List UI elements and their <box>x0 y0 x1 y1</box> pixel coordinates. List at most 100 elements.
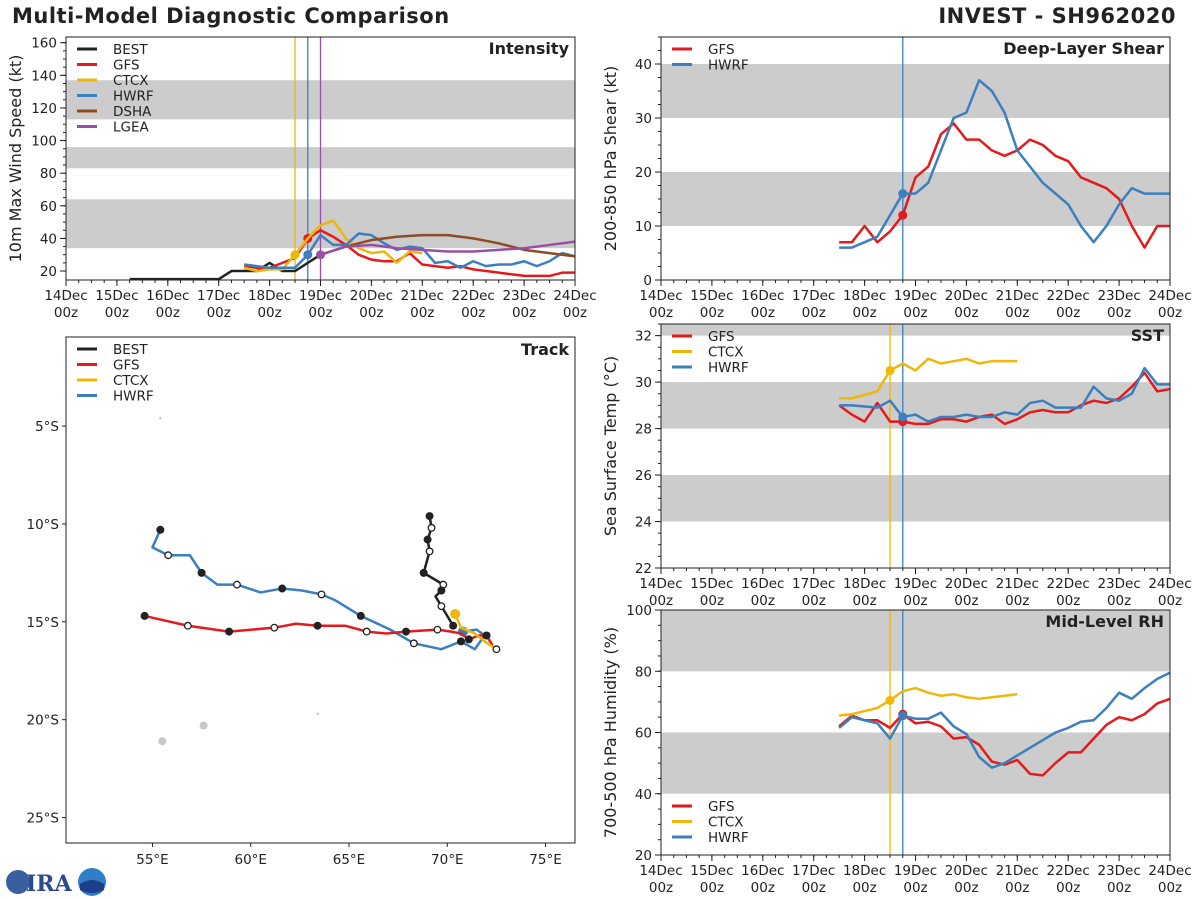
x-tick-label: 00z <box>1107 880 1131 896</box>
track-marker-open <box>317 590 326 599</box>
y-tick-label: 100 <box>626 603 652 619</box>
x-tick-label: 20Dec <box>945 863 988 879</box>
shaded-band <box>661 732 1170 794</box>
x-tick-label: 00z <box>954 880 978 896</box>
lon-tick-label: 75°E <box>529 852 561 868</box>
x-tick-label: 00z <box>1158 880 1182 896</box>
shaded-band <box>661 610 1170 672</box>
x-tick-label: 23Dec <box>1097 863 1140 879</box>
shaded-band <box>661 64 1170 118</box>
track-marker-open <box>233 580 241 589</box>
plot-frame <box>660 609 1171 856</box>
island <box>158 737 167 746</box>
y-tick-label: 120 <box>31 101 57 117</box>
x-tick-label: 22Dec <box>1047 288 1090 304</box>
x-tick-label: 00z <box>954 305 978 321</box>
lon-tick-label: 60°E <box>234 852 266 868</box>
lon-tick-label: 65°E <box>333 852 365 868</box>
track-marker-open <box>183 621 192 630</box>
x-tick-label: 00z <box>1158 593 1182 609</box>
x-tick-label: 24Dec <box>1148 576 1191 592</box>
init-marker-ctcx <box>885 695 895 705</box>
chart-intensity: 2040608010012014016014Dec00z15Dec00z16De… <box>6 36 597 321</box>
track-marker-filled <box>156 525 165 534</box>
track-marker-filled <box>356 611 365 620</box>
x-tick-label: 00z <box>649 593 673 609</box>
x-tick-label: 16Dec <box>146 288 189 304</box>
track-marker-filled <box>423 535 432 544</box>
x-tick-label: 20Dec <box>945 288 988 304</box>
x-tick-label: 00z <box>1056 880 1080 896</box>
legend-label-lgea: LGEA <box>113 120 150 136</box>
y-tick-label: 100 <box>31 134 57 150</box>
track-marker-filled <box>197 568 206 577</box>
legend-label-ctcx: CTCX <box>708 345 744 361</box>
x-tick-label: 24Dec <box>1148 863 1191 879</box>
init-marker-hwrf <box>898 711 908 721</box>
x-tick-label: 00z <box>1005 880 1029 896</box>
track-marker-filled <box>140 611 149 620</box>
x-tick-label: 17Dec <box>792 863 835 879</box>
track-marker-open <box>433 625 442 634</box>
x-tick-label: 00z <box>1056 305 1080 321</box>
shaded-band <box>661 324 1170 336</box>
chart-sst: 22242628303214Dec00z15Dec00z16Dec00z17De… <box>601 323 1192 609</box>
x-tick-label: 24Dec <box>1148 288 1191 304</box>
x-tick-label: 15Dec <box>690 863 733 879</box>
x-tick-label: 00z <box>1107 305 1131 321</box>
track-marker-open <box>427 523 436 532</box>
island <box>159 416 162 420</box>
y-tick-label: 40 <box>40 231 57 247</box>
x-tick-label: 20Dec <box>350 288 393 304</box>
legend-label-gfs: GFS <box>708 799 735 815</box>
x-tick-label: 21Dec <box>996 863 1039 879</box>
x-tick-label: 16Dec <box>741 576 784 592</box>
x-tick-label: 00z <box>156 305 180 321</box>
y-tick-label: 60 <box>635 726 652 742</box>
y-tick-label: 32 <box>635 329 652 345</box>
panel-title: Intensity <box>489 39 570 58</box>
x-tick-label: 00z <box>802 305 826 321</box>
track-marker-open <box>409 639 418 648</box>
x-tick-label: 00z <box>54 305 78 321</box>
x-tick-label: 00z <box>207 305 231 321</box>
x-tick-label: 14Dec <box>44 288 87 304</box>
legend-label-gfs: GFS <box>708 329 735 345</box>
x-tick-label: 00z <box>1158 305 1182 321</box>
init-marker-hwrf <box>898 189 908 199</box>
island <box>316 712 320 715</box>
x-tick-label: 00z <box>802 880 826 896</box>
x-tick-label: 00z <box>852 305 876 321</box>
y-tick-label: 24 <box>635 515 652 531</box>
x-tick-label: 21Dec <box>401 288 444 304</box>
map-frame <box>65 336 576 844</box>
chart-shear: 01020304014Dec00z15Dec00z16Dec00z17Dec00… <box>601 36 1192 321</box>
track-marker-open <box>437 602 446 611</box>
track-marker-filled <box>437 586 446 595</box>
y-tick-label: 10 <box>635 219 652 235</box>
x-tick-label: 14Dec <box>639 288 682 304</box>
chart-track: 55°E 60°E 65°E 70°E 75°E 5°S 10°S 15°S 20°S 25°S T… <box>27 336 576 868</box>
lat-tick-label: 25°S <box>27 811 60 827</box>
y-tick-label: 28 <box>635 422 652 438</box>
x-tick-label: 00z <box>1005 593 1029 609</box>
x-tick-label: 00z <box>751 880 775 896</box>
x-tick-label: 00z <box>700 305 724 321</box>
track-marker-filled <box>313 621 322 630</box>
y-tick-label: 60 <box>40 199 57 215</box>
panel-title: Track <box>521 340 569 359</box>
x-tick-label: 15Dec <box>95 288 138 304</box>
legend-label-gfs: GFS <box>113 358 140 374</box>
x-tick-label: 24Dec <box>553 288 596 304</box>
y-tick-label: 160 <box>31 36 57 52</box>
track-marker-open <box>164 551 173 560</box>
x-tick-label: 17Dec <box>197 288 240 304</box>
x-tick-label: 19Dec <box>894 288 937 304</box>
x-tick-label: 15Dec <box>690 576 733 592</box>
init-marker-lgea <box>316 250 325 260</box>
legend-label-ctcx: CTCX <box>113 373 149 389</box>
x-tick-label: 19Dec <box>299 288 342 304</box>
x-tick-label: 00z <box>563 305 587 321</box>
storm-id: INVEST - SH962020 <box>938 4 1176 28</box>
